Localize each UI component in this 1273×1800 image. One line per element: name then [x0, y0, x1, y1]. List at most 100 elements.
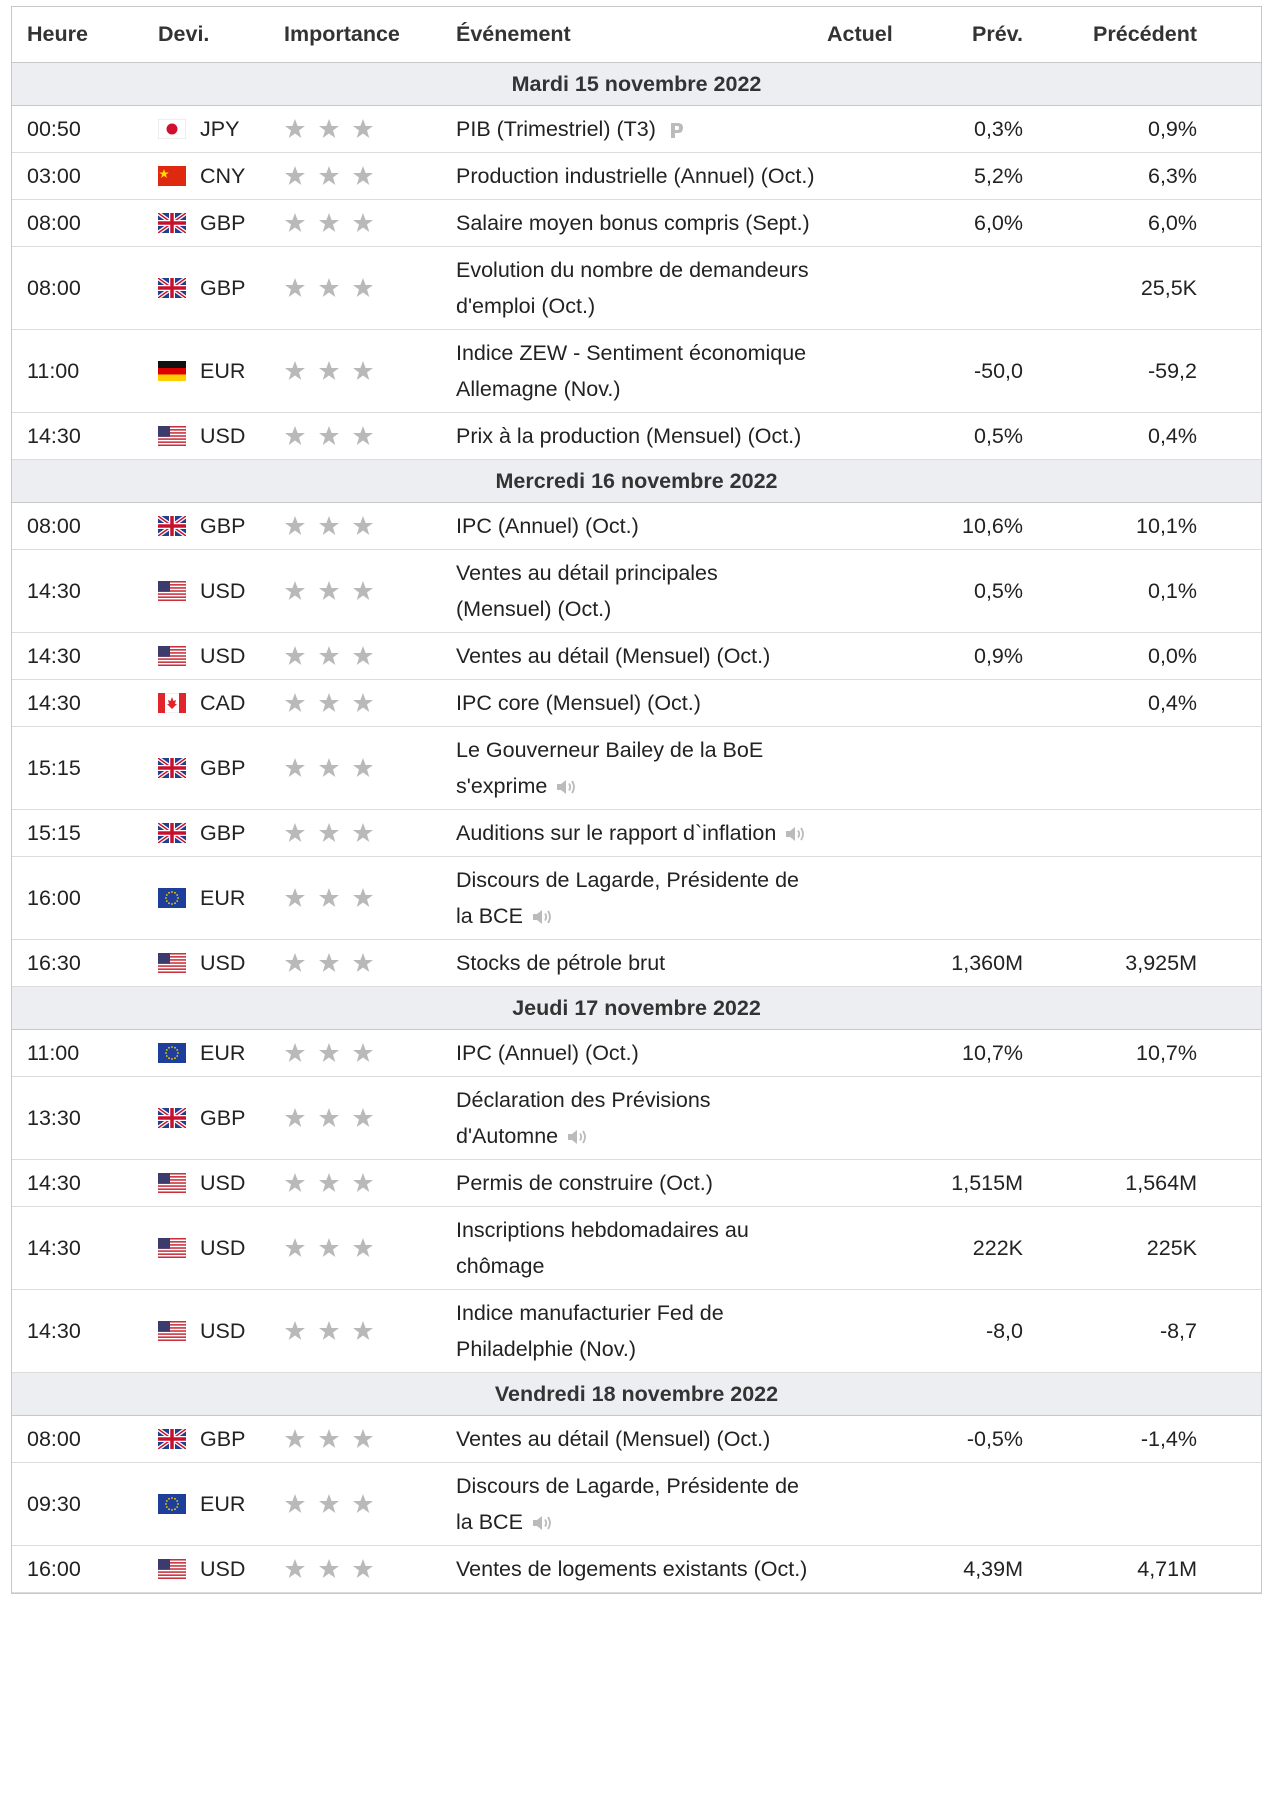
event-row: 00:50 JPY PIB (Trimestriel) (T3) 0,3% 0,9% [12, 106, 1261, 153]
col-header: Actuel [827, 22, 893, 46]
currency: EUR [200, 885, 246, 910]
event: Ventes au détail (Mensuel) (Oct.) [456, 1421, 816, 1457]
flag-cell [158, 247, 186, 329]
event: PIB (Trimestriel) (T3) [456, 111, 816, 147]
date-row: Jeudi 17 novembre 2022 [12, 987, 1261, 1030]
event: Salaire moyen bonus compris (Sept.) [456, 205, 816, 241]
stars [285, 581, 373, 600]
importance [284, 1030, 384, 1076]
stars [285, 1494, 373, 1513]
event-cell: Le Gouverneur Bailey de la BoE s'exprime [456, 727, 816, 809]
event-cell: Salaire moyen bonus compris (Sept.) [456, 200, 816, 246]
importance [284, 1546, 384, 1592]
time: 15:15 [27, 820, 81, 845]
flag-cell [158, 550, 186, 632]
currency: USD [200, 1318, 246, 1343]
flag [158, 1238, 186, 1258]
event-cell: PIB (Trimestriel) (T3) [456, 106, 816, 152]
event-cell: Stocks de pétrole brut [456, 940, 816, 986]
event-text: Le Gouverneur Bailey de la BoE s'exprime [456, 738, 764, 798]
event-row: 11:00 EUR IPC (Annuel) (Oct.) 10,7% 10,7% [12, 1030, 1261, 1077]
flag [158, 119, 186, 139]
event: Déclaration des Prévisions d'Automne [456, 1082, 816, 1154]
previous: 6,0% [1147, 210, 1197, 235]
event-row: 08:00 GBP IPC (Annuel) (Oct.) 10,6% 10,1% [12, 503, 1261, 550]
currency: USD [200, 950, 246, 975]
event: Permis de construire (Oct.) [456, 1165, 816, 1201]
event-cell: Ventes au détail (Mensuel) (Oct.) [456, 1416, 816, 1462]
stars [285, 1238, 373, 1257]
event-cell: Déclaration des Prévisions d'Automne [456, 1077, 816, 1159]
event-row: 15:15 GBP Auditions sur le rapport d`infla… [12, 810, 1261, 857]
importance [284, 1290, 384, 1372]
stars [285, 1429, 373, 1448]
event-text: Ventes de logements existants (Oct.) [456, 1557, 808, 1581]
importance [284, 153, 384, 199]
currency: USD [200, 1556, 246, 1581]
flag [158, 581, 186, 601]
event: Indice ZEW - Sentiment économique Allema… [456, 335, 816, 407]
flag [158, 1108, 186, 1128]
currency: USD [200, 423, 246, 448]
flag-cell [158, 857, 186, 939]
time: 03:00 [27, 163, 81, 188]
flag [158, 166, 186, 186]
flag [158, 426, 186, 446]
event-cell: Prix à la production (Mensuel) (Oct.) [456, 413, 816, 459]
importance [284, 1077, 384, 1159]
col-header: Devi. [158, 22, 210, 46]
importance [284, 857, 384, 939]
flag-cell [158, 1546, 186, 1592]
stars [285, 1108, 373, 1127]
audio-icon [786, 827, 805, 842]
event-text: Prix à la production (Mensuel) (Oct.) [456, 424, 802, 448]
audio-icon [568, 1130, 587, 1145]
event: Stocks de pétrole brut [456, 945, 816, 981]
currency: EUR [200, 1491, 246, 1516]
flag-cell [158, 727, 186, 809]
stars [285, 823, 373, 842]
forecast: 0,5% [973, 578, 1023, 603]
event: IPC (Annuel) (Oct.) [456, 1035, 816, 1071]
event-row: 15:15 GBP Le Gouverneur Bailey de la BoE s… [12, 727, 1261, 810]
stars [285, 426, 373, 445]
event-row: 14:30 USD Ventes au détail (Mensuel) (Oct.… [12, 633, 1261, 680]
forecast: -8,0 [985, 1318, 1023, 1343]
time: 14:30 [27, 1235, 81, 1260]
currency: CNY [200, 163, 246, 188]
flag-cell [158, 633, 186, 679]
time: 11:00 [27, 358, 80, 383]
currency: GBP [200, 755, 246, 780]
time: 13:30 [27, 1105, 81, 1130]
forecast: 1,515M [951, 1170, 1023, 1195]
importance [284, 503, 384, 549]
event-cell: Permis de construire (Oct.) [456, 1160, 816, 1206]
flag [158, 823, 186, 843]
time: 14:30 [27, 578, 81, 603]
flag-cell [158, 503, 186, 549]
event-text: Production industrielle (Annuel) (Oct.) [456, 164, 815, 188]
importance [284, 550, 384, 632]
event-row: 16:30 USD Stocks de pétrole brut 1,360M 3,92… [12, 940, 1261, 987]
flag-cell [158, 940, 186, 986]
event-text: IPC (Annuel) (Oct.) [456, 514, 639, 538]
currency: JPY [200, 116, 240, 141]
event: Le Gouverneur Bailey de la BoE s'exprime [456, 732, 816, 804]
event-cell: Evolution du nombre de demandeurs d'empl… [456, 247, 816, 329]
previous: 0,9% [1147, 116, 1197, 141]
calendar-table: Heure Devi. Importance Événement Actuel … [11, 6, 1262, 1594]
col-header: Événement [456, 22, 571, 46]
event-text: Discours de Lagarde, Présidente de la BC… [456, 1474, 800, 1534]
currency: GBP [200, 1105, 246, 1130]
forecast: 5,2% [973, 163, 1023, 188]
event-row: 14:30 USD Indice manufacturier Fed de Phil… [12, 1290, 1261, 1373]
importance [284, 633, 384, 679]
event-text: PIB (Trimestriel) (T3) [456, 117, 656, 141]
previous: 0,1% [1147, 578, 1197, 603]
flag-cell [158, 1290, 186, 1372]
flag [158, 758, 186, 778]
event: Ventes au détail (Mensuel) (Oct.) [456, 638, 816, 674]
currency: USD [200, 1170, 246, 1195]
stars [285, 1321, 373, 1340]
time: 08:00 [27, 210, 81, 235]
